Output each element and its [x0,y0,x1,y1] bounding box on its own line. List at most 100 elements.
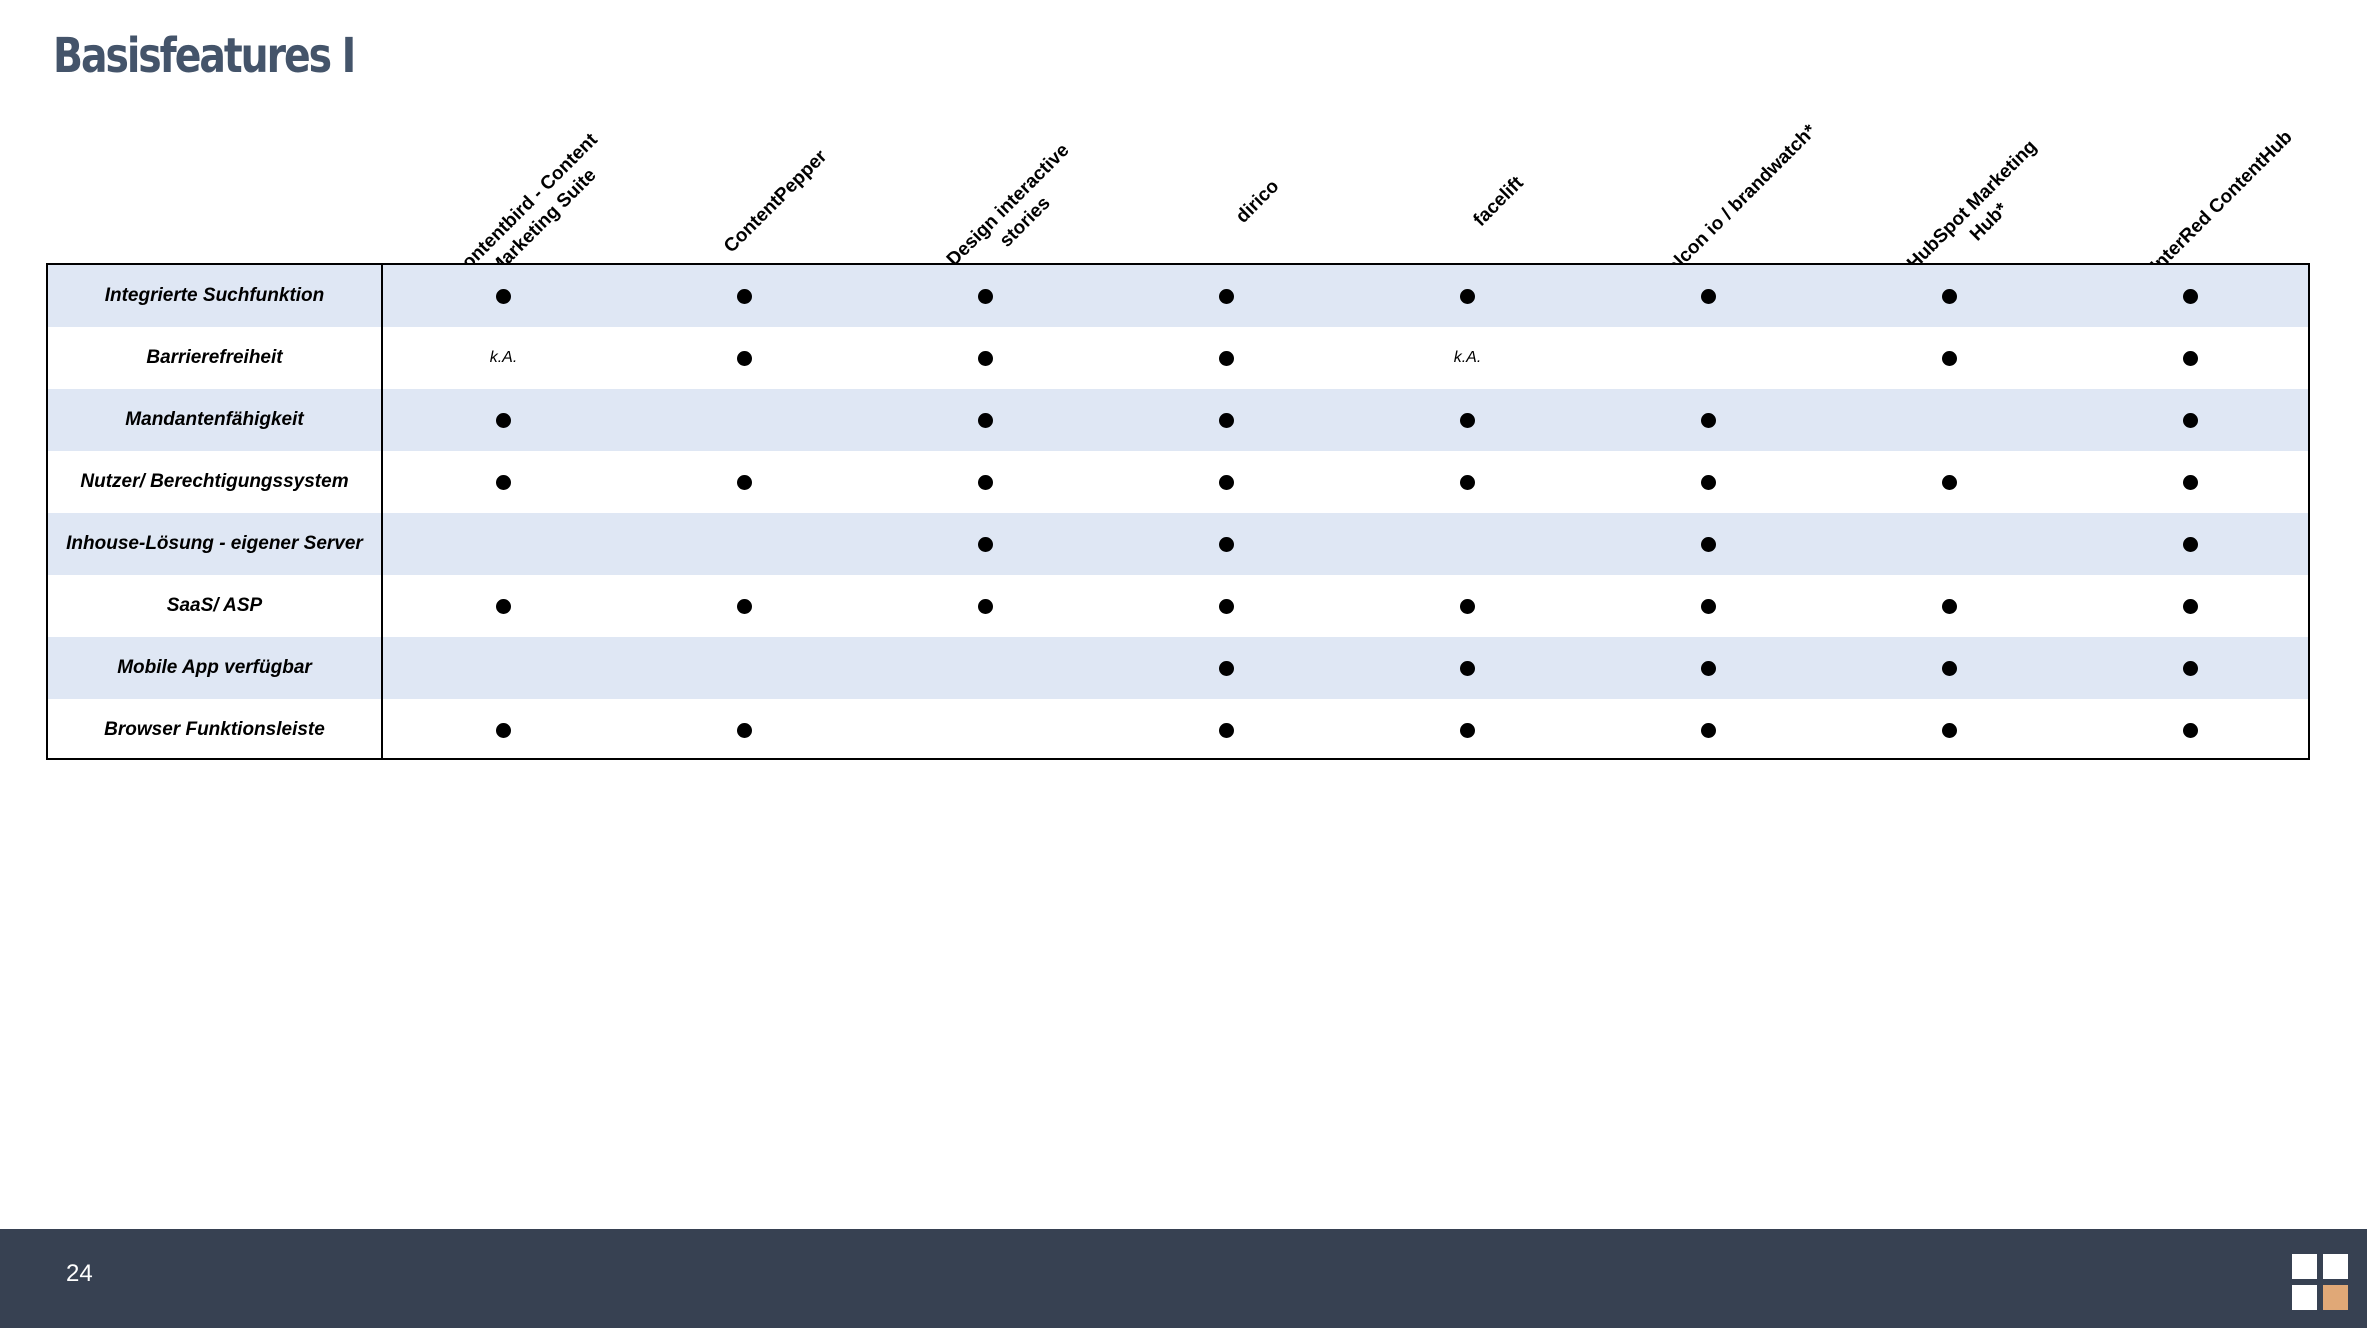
feature-dot: ● [1701,412,1716,428]
table-cell: ● [624,327,865,389]
feature-dot: ● [1701,598,1716,614]
table-cell: ● [1588,451,1829,513]
column-header: falcon io / brandwatch* [1658,120,1821,283]
table-cell: ● [2070,265,2311,327]
table-cell: ● [383,389,624,451]
feature-dot: ● [737,350,752,366]
row-label: Mobile App verfügbar [117,657,312,678]
feature-dot: ● [1219,412,1234,428]
feature-matrix-table: Integrierte Suchfunktion●●●●●●●●Barriere… [46,263,2310,760]
feature-dot: ● [2183,412,2198,428]
feature-dot: ● [978,350,993,366]
feature-dot: ● [978,536,993,552]
table-cell: ● [1347,389,1588,451]
feature-dot: ● [1701,474,1716,490]
table-cell: ● [865,389,1106,451]
table-cell: ● [1106,389,1347,451]
page-number: 24 [66,1260,93,1287]
feature-dot: ● [1701,722,1716,738]
table-cell [624,513,865,575]
table-cell: ● [865,265,1106,327]
feature-dot: ● [737,288,752,304]
feature-dot: ● [1460,288,1475,304]
feature-dot: ● [1219,288,1234,304]
feature-dot: ● [1942,722,1957,738]
table-cell: ● [1347,575,1588,637]
feature-dot: ● [1942,660,1957,676]
table-cell: ● [865,575,1106,637]
feature-dot: ● [1460,722,1475,738]
table-row: Nutzer/ Berechtigungssystem ● ● ● ● ● ● ● ● [48,451,2308,513]
table-cell: ● [2070,575,2311,637]
logo-square-bottom-left [2292,1285,2317,1310]
table-cell: ● [1106,451,1347,513]
table-cell: ● [1347,265,1588,327]
feature-dot: ● [1460,412,1475,428]
row-label: Mandantenfähigkeit [125,409,304,430]
table-cell: ● [1106,637,1347,699]
column-header: facelift [1469,172,1528,231]
feature-dot: ● [496,598,511,614]
feature-dot: ● [496,412,511,428]
table-cell: ● [1829,327,2070,389]
feature-dot: ● [978,474,993,490]
column-header: dirico [1231,175,1283,228]
feature-dot: ● [496,722,511,738]
table-cell: ● [865,327,1106,389]
feature-dot: ● [978,598,993,614]
table-cell: ● [2070,389,2311,451]
feature-dot: ● [1219,350,1234,366]
table-cell: ● [1588,699,1829,761]
column-header: ContentPepper [719,146,831,258]
table-row: Inhouse-Lösung - eigener Server ● ● ● ● [48,513,2308,575]
table-cell: ● [1829,265,2070,327]
table-cell: ● [383,699,624,761]
table-cell [624,637,865,699]
feature-dot: ● [496,474,511,490]
logo-square-top-right [2323,1254,2348,1279]
table-cell [1347,513,1588,575]
feature-dot: ● [1942,350,1957,366]
feature-dot: ● [2183,598,2198,614]
table-cell: ● [1829,575,2070,637]
logo-square-bottom-right [2323,1285,2348,1310]
table-cell: ● [1106,513,1347,575]
feature-dot: ● [978,288,993,304]
feature-dot: ● [1219,722,1234,738]
feature-dot: ● [737,598,752,614]
no-info-text: k.A. [1453,349,1482,366]
table-cell: ● [1588,265,1829,327]
table-cell: ● [1347,699,1588,761]
footer-bar: 24 [0,1229,2367,1328]
table-cell: ● [2070,637,2311,699]
table-cell: ● [1588,575,1829,637]
table-row: Integrierte Suchfunktion ● ● ● ● ● ● ● ● [48,265,2308,327]
table-cell: ● [383,265,624,327]
table-cell: ● [624,699,865,761]
column-header: InterRed ContentHub [2146,126,2297,277]
row-label: Nutzer/ Berechtigungssystem [80,471,349,492]
feature-dot: ● [2183,660,2198,676]
page-title: Basisfeatures I [53,28,356,84]
feature-dot: ● [1701,536,1716,552]
table-cell [383,513,624,575]
row-label: Barrierefreiheit [146,347,283,368]
feature-dot: ● [1460,660,1475,676]
table-cell: ● [1829,637,2070,699]
table-cell: k.A. [1347,327,1588,389]
table-cell: ● [865,513,1106,575]
table-cell: ● [1106,265,1347,327]
table-cell: k.A. [383,327,624,389]
table-cell [1588,327,1829,389]
table-cell: ● [2070,513,2311,575]
feature-dot: ● [2183,722,2198,738]
table-cell: ● [1106,575,1347,637]
row-label: Integrierte Suchfunktion [104,285,325,306]
no-info-text: k.A. [489,349,518,366]
table-row: Mobile App verfügbar ● ● ● ● ● [48,637,2308,699]
table-cell: ● [383,575,624,637]
table-cell: ● [1347,451,1588,513]
feature-dot: ● [1942,288,1957,304]
row-label: Inhouse-Lösung - eigener Server [66,533,363,554]
feature-dot: ● [1460,598,1475,614]
